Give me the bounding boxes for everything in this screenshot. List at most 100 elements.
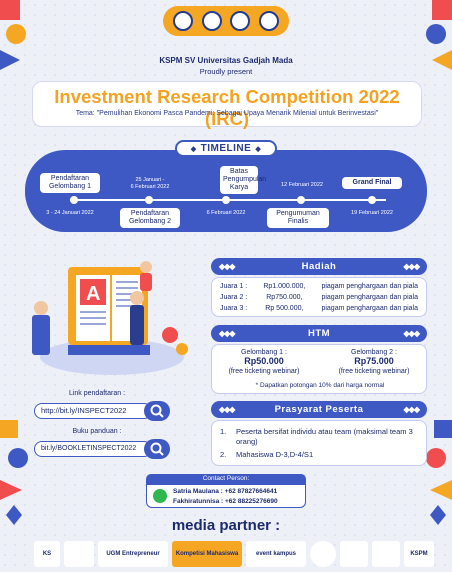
partner-logo bbox=[258, 11, 279, 31]
timeline-dot bbox=[70, 196, 78, 204]
prize-desc: piagam penghargaan dan piala bbox=[321, 305, 418, 312]
prize-row: Juara 2 : Rp750.000, piagam penghargaan … bbox=[212, 292, 426, 303]
timeline-event-3: Batas Pengumpulan Karya bbox=[220, 166, 266, 194]
htm-wave-label: Gelombang 1 : bbox=[241, 349, 287, 356]
requirement-text: Mahasiswa D-3,D-4/S1 bbox=[236, 450, 314, 459]
sv-logo bbox=[230, 11, 251, 31]
reading-illustration: A bbox=[32, 261, 188, 375]
timeline-date-4: 12 Februari 2022 bbox=[281, 182, 323, 188]
prize-rank: Juara 2 : bbox=[220, 294, 248, 301]
requirement-item: 2. Mahasiswa D-3,D-4/S1 bbox=[220, 450, 418, 460]
requirement-text: Peserta bersifat individu atau team (mak… bbox=[236, 427, 413, 446]
hadiah-panel: Juara 1 : Rp1.000.000, piagam penghargaa… bbox=[211, 277, 427, 317]
registration-link[interactable]: http://bit.ly/INSPECT2022 bbox=[34, 403, 152, 419]
svg-text:A: A bbox=[86, 283, 100, 305]
prize-rank: Juara 1 : bbox=[220, 283, 248, 290]
timeline-dot bbox=[297, 196, 305, 204]
prize-desc: piagam penghargaan dan piala bbox=[321, 294, 418, 301]
contact-line: Fakhiratunnisa : +62 88225276690 bbox=[173, 498, 278, 505]
organizer-name: KSPM SV Universitas Gadjah Mada bbox=[159, 56, 293, 65]
htm-wave-price: Rp75.000 bbox=[354, 356, 394, 366]
diamond-icon: ◆ bbox=[190, 145, 197, 153]
prize-rank: Juara 3 : bbox=[220, 305, 248, 312]
contact-line: Satria Maulana : +62 87827664641 bbox=[173, 488, 278, 495]
left-geometric-border bbox=[0, 0, 28, 525]
partner-logos: KS UGM Entrepreneur Kompetisi Mahasiswa … bbox=[0, 536, 452, 572]
timeline-date-3: 6 Februari 2022 bbox=[206, 210, 246, 216]
prize-amount: Rp 500.000, bbox=[265, 305, 304, 312]
timeline-dot bbox=[222, 196, 230, 204]
prize-desc: piagam penghargaan dan piala bbox=[321, 283, 418, 290]
partner-logo: KS bbox=[34, 541, 60, 567]
contact-label: Contact Person: bbox=[146, 474, 306, 484]
htm-wave-note: (free ticketing webinar) bbox=[338, 368, 410, 375]
timeline-date-5: 19 Februari 2022 bbox=[351, 210, 393, 216]
htm-wave-label: Gelombang 2 : bbox=[351, 349, 397, 356]
partner-logo: UGM Entrepreneur bbox=[98, 541, 168, 567]
diamond-icon: ◆◆◆ bbox=[219, 262, 236, 271]
diamond-icon: ◆◆◆ bbox=[219, 329, 236, 338]
htm-discount-note: * Dapatkan potongan 10% dari harga norma… bbox=[255, 382, 385, 389]
timeline-event-4: Pengumuman Finalis bbox=[267, 208, 329, 228]
prize-row: Juara 1 : Rp1.000.000, piagam penghargaa… bbox=[212, 281, 426, 292]
diamond-icon: ◆◆◆ bbox=[219, 405, 236, 414]
prize-amount: Rp1.000.000, bbox=[263, 283, 306, 290]
htm-wave-2: Gelombang 2 : Rp75.000 (free ticketing w… bbox=[326, 348, 422, 376]
htm-wave-price: Rp50.000 bbox=[244, 356, 284, 366]
partner-logo bbox=[372, 541, 400, 567]
diamond-icon: ◆ bbox=[255, 145, 262, 153]
htm-wave-1: Gelombang 1 : Rp50.000 (free ticketing w… bbox=[216, 348, 312, 376]
timeline-date-2: 25 Januari - 6 Februari 2022 bbox=[130, 177, 170, 190]
requirement-number: 2. bbox=[220, 450, 227, 459]
partner-logo bbox=[64, 541, 94, 567]
requirement-number: 1. bbox=[220, 427, 227, 436]
guidebook-link[interactable]: bit.ly/BOOKLETINSPECT2022 bbox=[34, 441, 152, 457]
proudly-present: Proudly present bbox=[199, 67, 253, 76]
registration-link-label: Link pendaftaran : bbox=[68, 390, 126, 397]
hadiah-heading-text: Hadiah bbox=[301, 261, 337, 272]
diamond-icon: ◆◆◆ bbox=[403, 405, 421, 414]
timeline-dot bbox=[368, 196, 376, 204]
diamond-icon: ◆◆◆ bbox=[403, 262, 421, 271]
event-theme: Tema: "Pemulihan Ekonomi Pasca Pandemi: … bbox=[75, 110, 379, 117]
prize-row: Juara 3 : Rp 500.000, piagam penghargaan… bbox=[212, 303, 426, 314]
prasyarat-panel: 1. Peserta bersifat individu atau team (… bbox=[211, 420, 427, 466]
timeline-heading: ◆ TIMELINE ◆ bbox=[175, 140, 277, 157]
hadiah-heading: ◆◆◆ Hadiah ◆◆◆ bbox=[211, 258, 427, 275]
timeline-event-1: Pendaftaran Gelombang 1 bbox=[40, 173, 100, 193]
search-icon bbox=[150, 404, 164, 418]
requirement-item: 1. Peserta bersifat individu atau team (… bbox=[220, 427, 418, 447]
partner-logo: KSPM bbox=[404, 541, 434, 567]
search-button[interactable] bbox=[144, 439, 170, 459]
right-geometric-border bbox=[426, 0, 452, 525]
htm-heading-text: HTM bbox=[307, 328, 331, 339]
search-button[interactable] bbox=[144, 401, 170, 421]
search-icon bbox=[150, 442, 164, 456]
kspm-logo bbox=[201, 11, 222, 31]
guidebook-link-label: Buku panduan : bbox=[72, 428, 122, 435]
timeline-heading-text: TIMELINE bbox=[200, 143, 252, 154]
contact-panel: Satria Maulana : +62 87827664641 Fakhira… bbox=[146, 484, 306, 508]
partner-logo bbox=[340, 541, 368, 567]
media-partner-heading: media partner : bbox=[171, 517, 281, 534]
event-title: Investment Research Competition 2022 (IR… bbox=[54, 86, 400, 129]
prasyarat-heading-text: Prasyarat Peserta bbox=[274, 404, 364, 415]
prasyarat-heading: ◆◆◆ Prasyarat Peserta ◆◆◆ bbox=[211, 401, 427, 418]
htm-heading: ◆◆◆ HTM ◆◆◆ bbox=[211, 325, 427, 342]
htm-panel: Gelombang 1 : Rp50.000 (free ticketing w… bbox=[211, 344, 427, 394]
university-logo bbox=[173, 11, 194, 31]
title-banner: Investment Research Competition 2022 (IR… bbox=[32, 81, 422, 129]
timeline-event-2: Pendaftaran Gelombang 2 bbox=[120, 208, 180, 228]
timeline-date-1: 3 - 24 Januari 2022 bbox=[46, 210, 94, 216]
prize-amount: Rp750.000, bbox=[266, 294, 303, 301]
partner-logo bbox=[310, 541, 336, 567]
htm-wave-note: (free ticketing webinar) bbox=[228, 368, 300, 375]
sponsor-logo-bar bbox=[163, 6, 289, 36]
timeline-dot bbox=[145, 196, 153, 204]
diamond-icon: ◆◆◆ bbox=[403, 329, 421, 338]
partner-logo: Kompetisi Mahasiswa bbox=[172, 541, 242, 567]
partner-logo: event kampus bbox=[246, 541, 306, 567]
whatsapp-icon bbox=[153, 489, 167, 503]
timeline-event-5: Grand Final bbox=[342, 177, 402, 189]
